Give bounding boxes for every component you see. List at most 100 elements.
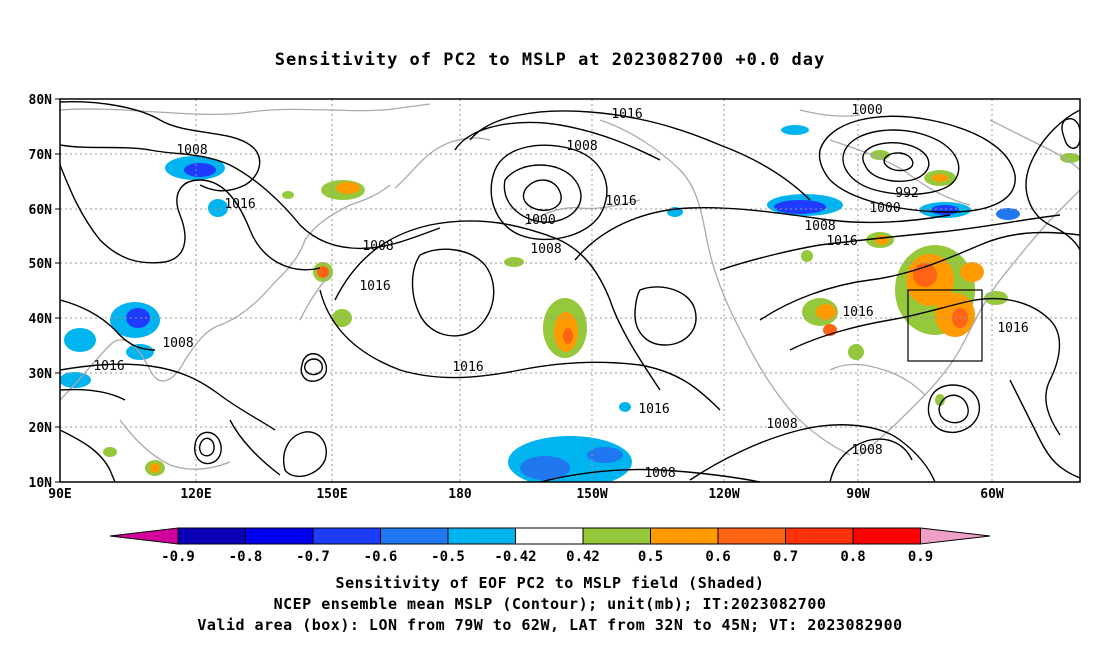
contour-line <box>60 388 126 401</box>
coastlines <box>60 103 1080 470</box>
shade-negative <box>184 163 216 177</box>
contour-label: 1000 <box>524 213 555 228</box>
contour-label: 1016 <box>842 305 873 320</box>
contour-line <box>229 419 281 476</box>
longitude-labels: 90E 120E 150E 180 150W 120W 90W 60W <box>48 487 1004 502</box>
contour-line <box>938 394 969 424</box>
contour-line <box>634 286 697 346</box>
contour-line <box>490 144 608 241</box>
coastline-kamchatka <box>394 137 491 189</box>
coastline-north-asia <box>60 103 431 116</box>
contour-label: 1016 <box>224 197 255 212</box>
shade-negative <box>126 344 154 360</box>
shade-negative <box>60 372 91 388</box>
shade-negative <box>996 208 1020 220</box>
contour-line <box>319 289 721 411</box>
lat-label: 60N <box>29 203 53 218</box>
shade-negative <box>208 199 228 217</box>
contour-labels: 1016 1008 1000 1008 1016 1008 1000 1008 … <box>93 103 1028 481</box>
lon-label: 150E <box>316 487 347 502</box>
contour-label: 992 <box>895 186 918 201</box>
contour-label: 1008 <box>530 242 561 257</box>
shade-positive <box>935 394 945 406</box>
contour-label: 1016 <box>638 402 669 417</box>
coastline-japan <box>299 274 331 321</box>
lon-label: 90W <box>846 487 870 502</box>
shade-positive <box>563 328 573 344</box>
colorbar-swatch <box>920 527 991 545</box>
shade-negative <box>619 402 631 412</box>
shade-negative <box>64 328 96 352</box>
contour-label: 1008 <box>644 466 675 481</box>
contour-label: 1000 <box>851 103 882 118</box>
coastline-east-north-america <box>859 189 1080 456</box>
coastline-southeast-asia <box>119 419 231 470</box>
valid-area-box <box>907 289 983 362</box>
colorbar-tick-label: -0.6 <box>364 549 398 565</box>
contour-line <box>1025 109 1080 251</box>
coastline-alaska <box>524 199 641 226</box>
colorbar-swatch <box>447 527 516 545</box>
contour-line <box>759 231 1080 321</box>
shade-negative <box>520 456 570 480</box>
lat-label: 10N <box>29 476 53 491</box>
colorbar-tick-label: -0.7 <box>296 549 330 565</box>
colorbar-tick-label: 0.8 <box>840 549 865 565</box>
contour-line <box>193 431 222 465</box>
colorbar-swatch <box>380 527 449 545</box>
contour-line <box>60 164 321 271</box>
shade-positive <box>282 191 294 199</box>
shade-positive <box>801 250 813 262</box>
colorbar-tick-label: 0.5 <box>638 549 663 565</box>
contour-line <box>469 110 811 201</box>
contour-line <box>522 179 562 212</box>
contour-line <box>789 297 1061 436</box>
contour-label: 1016 <box>605 194 636 209</box>
contour-line <box>574 207 951 261</box>
contour-label: 1016 <box>611 107 642 122</box>
contour-line <box>689 424 936 482</box>
shade-positive <box>875 235 889 245</box>
colorbar-swatch <box>177 527 246 545</box>
contour-line <box>283 431 327 478</box>
colorbar-tick-label: 0.6 <box>705 549 730 565</box>
shade-positive <box>848 344 864 360</box>
shade-positive <box>150 463 160 473</box>
colorbar <box>109 527 991 545</box>
contour-label: 1008 <box>176 143 207 158</box>
colorbar-swatch <box>312 527 381 545</box>
lat-label: 40N <box>29 312 53 327</box>
contour-line <box>334 220 661 391</box>
contour-label: 1008 <box>362 239 393 254</box>
lon-label: 90E <box>48 487 71 502</box>
ticks <box>55 98 60 483</box>
shaded-sensitivity-field <box>60 125 1080 482</box>
colorbar-swatch <box>852 527 921 545</box>
shade-negative <box>774 200 826 214</box>
shade-positive <box>932 174 948 182</box>
shade-negative <box>931 205 959 215</box>
contour-line <box>883 152 914 172</box>
contour-line <box>304 358 323 376</box>
shade-positive <box>504 257 524 267</box>
caption-line-3: Valid area (box): LON from 79W to 62W, L… <box>197 616 903 634</box>
contour-label: 1000 <box>869 201 900 216</box>
lat-label: 50N <box>29 257 53 272</box>
caption-line-2: NCEP ensemble mean MSLP (Contour); unit(… <box>273 595 827 613</box>
colorbar-tick-label: -0.8 <box>229 549 263 565</box>
colorbar-tick-label: 0.9 <box>908 549 933 565</box>
map-frame <box>59 98 1081 483</box>
contour-line <box>454 121 661 161</box>
colorbar-swatch <box>785 527 854 545</box>
shade-positive <box>336 182 360 194</box>
contour-line <box>198 437 215 457</box>
shade-negative <box>126 308 150 328</box>
coastline-west-north-america <box>599 119 851 456</box>
contour-line <box>60 299 156 351</box>
contour-label: 1016 <box>997 321 1028 336</box>
contour-label: 1008 <box>566 139 597 154</box>
contour-label: 1016 <box>452 360 483 375</box>
shade-positive <box>103 447 117 457</box>
coastline-hudson-bay <box>829 139 971 206</box>
